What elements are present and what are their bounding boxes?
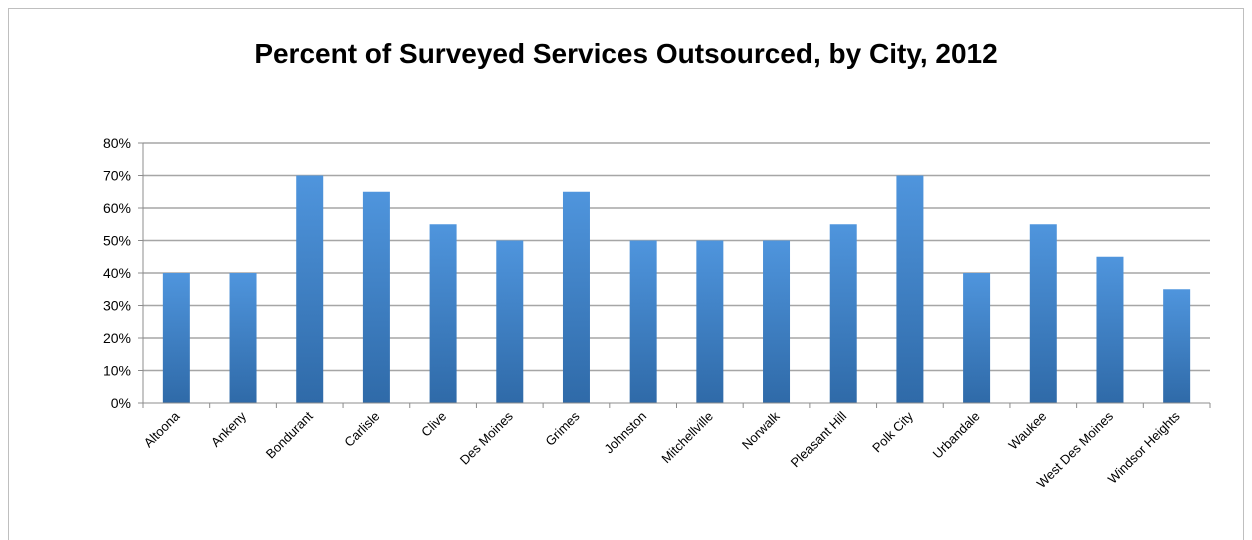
bars bbox=[162, 175, 1191, 403]
x-tick-label: Polk City bbox=[869, 408, 916, 455]
bar bbox=[1029, 224, 1057, 403]
bar bbox=[362, 191, 390, 403]
bar bbox=[562, 191, 590, 403]
bar bbox=[229, 273, 257, 403]
chart-title: Percent of Surveyed Services Outsourced,… bbox=[254, 38, 998, 69]
x-tick-label: Johnston bbox=[601, 409, 649, 457]
x-tick-label: Norwalk bbox=[739, 408, 783, 452]
x-tick-label: Clive bbox=[418, 409, 449, 440]
y-tick-label: 40% bbox=[103, 265, 131, 281]
bar bbox=[296, 175, 324, 403]
y-tick-label: 0% bbox=[111, 395, 131, 411]
bar bbox=[829, 224, 857, 403]
x-tick-label: Windsor Heights bbox=[1105, 408, 1183, 486]
y-tick-label: 30% bbox=[103, 298, 131, 314]
bar bbox=[963, 273, 991, 403]
x-tick-label: Bondurant bbox=[263, 408, 316, 461]
axes bbox=[142, 143, 1211, 408]
x-tick-label: Mitchellville bbox=[658, 409, 716, 467]
y-tick-label: 60% bbox=[103, 200, 131, 216]
bar bbox=[696, 240, 724, 403]
bar bbox=[162, 273, 190, 403]
x-tick-label: Carlisle bbox=[341, 409, 382, 450]
bar bbox=[1163, 289, 1191, 403]
y-axis-ticks: 0% 10% 20% 30% 40% 50% 60% 70% 80% bbox=[103, 135, 143, 411]
x-tick-label: Grimes bbox=[542, 408, 583, 449]
x-tick-label: Urbandale bbox=[930, 409, 983, 462]
x-tick-label: Altoona bbox=[141, 408, 183, 450]
y-tick-label: 50% bbox=[103, 233, 131, 249]
y-tick-label: 70% bbox=[103, 168, 131, 184]
bar bbox=[896, 175, 924, 403]
bar bbox=[629, 240, 657, 403]
bar bbox=[763, 240, 791, 403]
x-tick-label: Waukee bbox=[1005, 409, 1049, 453]
bar bbox=[1096, 256, 1124, 403]
bar bbox=[496, 240, 524, 403]
y-tick-label: 80% bbox=[103, 135, 131, 151]
x-axis-labels: Altoona Ankeny Bondurant Carlisle Clive Des M… bbox=[141, 408, 1183, 491]
bar bbox=[429, 224, 457, 403]
x-tick-label: Des Moines bbox=[457, 408, 516, 467]
y-tick-label: 10% bbox=[103, 363, 131, 379]
x-tick-label: Ankeny bbox=[208, 408, 250, 450]
x-tick-label: Pleasant Hill bbox=[788, 408, 850, 470]
y-tick-label: 20% bbox=[103, 330, 131, 346]
